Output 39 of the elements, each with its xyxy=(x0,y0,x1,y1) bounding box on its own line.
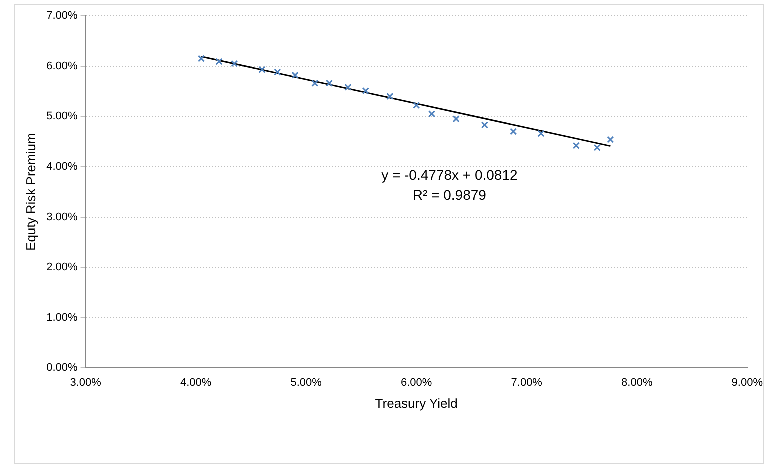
y-tick-label: 5.00% xyxy=(46,110,78,123)
y-tick-label: 1.00% xyxy=(46,312,78,324)
point xyxy=(538,130,545,138)
point xyxy=(413,102,420,110)
point xyxy=(326,80,334,87)
point xyxy=(312,80,319,87)
annotation: R² = 0.9879 xyxy=(412,186,487,203)
point xyxy=(452,116,460,123)
point xyxy=(216,58,223,66)
x-tick-label: 7.00% xyxy=(511,376,543,389)
point xyxy=(292,72,299,79)
point xyxy=(231,60,238,68)
y-axis-title: Equty Risk Premium xyxy=(23,133,38,251)
y-tick-label: 4.00% xyxy=(46,160,78,173)
point xyxy=(594,144,602,152)
point xyxy=(510,128,518,136)
x-tick-label: 5.00% xyxy=(290,376,322,389)
point xyxy=(344,84,352,92)
x-tick-label: 4.00% xyxy=(180,376,212,389)
point xyxy=(607,136,614,144)
y-tick-label: 2.00% xyxy=(46,262,78,274)
point xyxy=(198,55,206,62)
point xyxy=(362,87,370,95)
x-tick-label: 9.00% xyxy=(732,376,764,389)
point xyxy=(258,66,266,74)
x-axis-title: Treasury Yield xyxy=(375,396,458,411)
y-tick-label: 6.00% xyxy=(46,60,78,72)
point xyxy=(428,110,436,118)
point xyxy=(572,142,580,150)
x-tick-label: 6.00% xyxy=(400,376,432,389)
y-tick-label: 3.00% xyxy=(46,211,78,224)
point xyxy=(274,68,282,76)
point xyxy=(386,92,394,100)
y-tick-label: 0.00% xyxy=(46,362,78,374)
point xyxy=(481,122,489,129)
annotation: y = -0.4778x + 0.0812 xyxy=(382,166,518,183)
y-tick-label: 7.00% xyxy=(46,10,78,22)
x-tick-label: 8.00% xyxy=(622,376,653,389)
x-tick-label: 3.00% xyxy=(70,376,102,389)
